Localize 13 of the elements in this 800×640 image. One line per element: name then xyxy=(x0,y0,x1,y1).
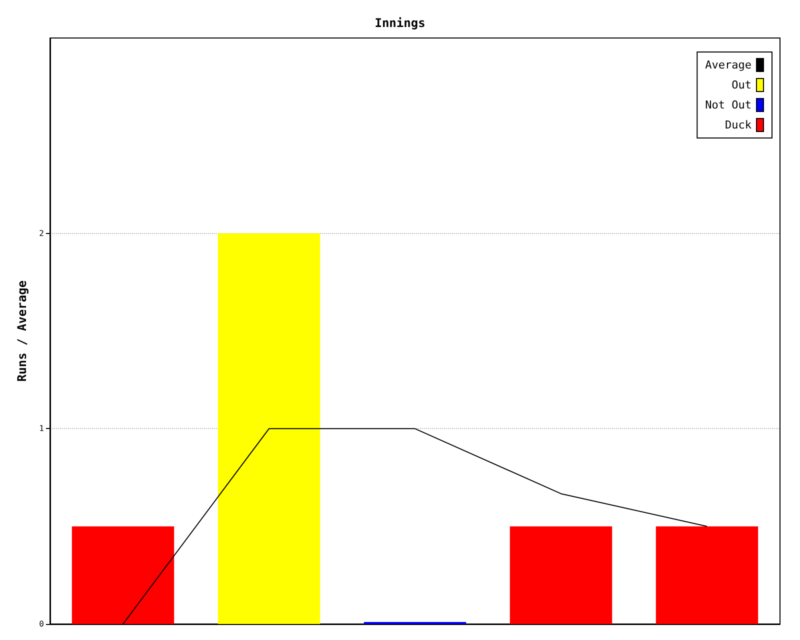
bar xyxy=(72,526,174,624)
bar xyxy=(656,526,758,624)
bar xyxy=(218,233,320,624)
y-axis-title: Runs / Average xyxy=(15,280,29,382)
legend-label: Out xyxy=(732,78,752,92)
y-tick-label: 1 xyxy=(39,424,44,434)
legend-label: Not Out xyxy=(705,98,752,112)
y-tick-label: 2 xyxy=(39,228,44,238)
legend-label: Duck xyxy=(725,118,752,132)
bar xyxy=(510,526,612,624)
chart-title: Innings xyxy=(374,16,426,30)
legend-label: Average xyxy=(705,58,752,72)
y-tick-label: 0 xyxy=(39,620,44,628)
